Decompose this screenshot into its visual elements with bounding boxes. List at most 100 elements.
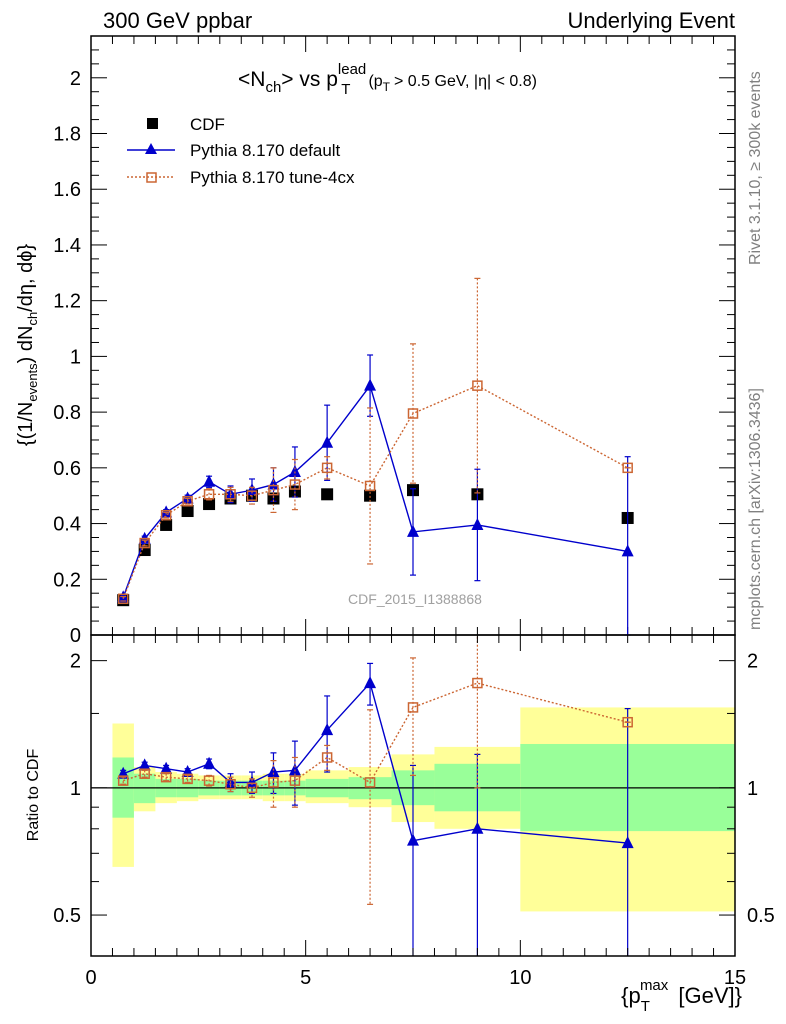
mcplots-label: mcplots.cern.ch [arXiv:1306.3436] xyxy=(747,388,764,630)
x-tick-label: 10 xyxy=(509,967,531,989)
main-point-cdf xyxy=(321,488,334,501)
main-point-default xyxy=(471,517,484,530)
ratio-ytick-label-right: 1 xyxy=(747,778,758,800)
main-point-default xyxy=(288,465,301,478)
main-point-cdf xyxy=(364,489,377,502)
ratio-point-default xyxy=(621,836,634,849)
header-left: 300 GeV ppbar xyxy=(103,8,252,33)
ratio-point-tune xyxy=(364,777,376,788)
main-point-default xyxy=(203,474,216,487)
main-ytick-label: 1.2 xyxy=(53,291,81,313)
ratio-point-tune xyxy=(472,677,483,689)
main-ytick-label: 1 xyxy=(70,346,81,368)
ratio-point-default xyxy=(407,833,419,846)
rivet-label: Rivet 3.1.10, ≥ 300k events xyxy=(747,71,764,265)
analysis-watermark: CDF_2015_I1388868 xyxy=(348,591,482,607)
ratio-point-tune xyxy=(321,752,333,763)
main-point-cdf xyxy=(203,498,216,511)
main-point-tune xyxy=(321,462,333,474)
main-point-tune xyxy=(407,408,419,419)
main-ytick-label: 2 xyxy=(70,68,81,90)
title-part-cut: (p xyxy=(368,73,382,90)
title-part-nch: <N xyxy=(238,68,265,91)
main-point-tune xyxy=(268,484,279,496)
title-part-cut-sub: T xyxy=(383,80,391,94)
ratio-ytick-label-right: 2 xyxy=(747,651,758,673)
ratio-series-line xyxy=(122,682,628,789)
ratio-point-default xyxy=(471,821,484,834)
main-point-tune xyxy=(622,462,633,474)
main-point-tune xyxy=(225,489,236,500)
ratio-ytick-label: 2 xyxy=(70,651,81,673)
main-point-default xyxy=(364,378,377,391)
ratio-point-default xyxy=(288,763,301,776)
main-point-tune xyxy=(364,480,376,492)
main-point-tune xyxy=(182,496,193,507)
main-ytick-label: 0.2 xyxy=(53,569,81,591)
main-point-tune xyxy=(117,593,129,605)
ratio-ytick-label-right: 0.5 xyxy=(747,905,775,927)
ratio-point-tune xyxy=(203,775,215,786)
main-point-tune xyxy=(246,490,258,501)
ratio-point-tune xyxy=(117,775,129,786)
main-point-default xyxy=(407,524,419,537)
legend: CDF Pythia 8.170 default Pythia 8.170 tu… xyxy=(127,115,355,187)
legend-marker-default xyxy=(145,143,157,154)
title-part-lead: lead xyxy=(338,61,366,78)
ratio-plot: 0.5 0.5 1 1 2 2 0 5 10 15 xyxy=(53,634,775,989)
ratio-point-default xyxy=(321,723,334,736)
ratio-point-tune xyxy=(268,777,279,788)
ratio-ylabel: Ratio to CDF xyxy=(25,749,42,842)
main-plot-title: <Nch> vs plead T (pT > 0.5 GeV, |η| < 0.8) xyxy=(238,61,537,98)
ratio-point-tune xyxy=(160,771,172,783)
main-point-tune xyxy=(472,380,483,391)
main-ytick-label: 0.8 xyxy=(53,402,81,424)
header-right: Underlying Event xyxy=(567,8,735,33)
ratio-clip-group xyxy=(117,635,634,956)
main-ytick-label: 1.8 xyxy=(53,124,81,146)
legend-marker-tune xyxy=(146,172,157,183)
ratio-point-tune xyxy=(289,775,301,786)
main-ytick-label: 0.6 xyxy=(53,458,81,480)
main-ytick-label: 0.4 xyxy=(53,514,81,536)
main-ylabel: {(1/Nevents) dNch/dη, dϕ} xyxy=(15,244,40,447)
ratio-point-tune xyxy=(622,716,633,728)
main-series-line xyxy=(122,384,629,600)
main-point-tune xyxy=(160,509,172,521)
title-part-vs: > vs p xyxy=(281,68,338,91)
main-point-tune xyxy=(203,489,215,500)
main-point-default xyxy=(621,544,634,557)
ratio-point-tune xyxy=(225,778,236,790)
main-point-tune xyxy=(289,479,301,490)
legend-marker-cdf xyxy=(147,118,158,129)
main-ytick-label: 1.4 xyxy=(53,235,81,257)
ratio-ytick-label: 1 xyxy=(70,778,81,800)
main-ytick-label: 1.6 xyxy=(53,179,81,201)
ratio-point-tune xyxy=(139,768,150,779)
ratio-point-tune xyxy=(407,702,419,713)
main-point-cdf xyxy=(160,518,173,531)
x-tick-label: 5 xyxy=(300,967,311,989)
title-part-cut-rest: > 0.5 GeV, |η| < 0.8) xyxy=(394,73,537,90)
main-point-default xyxy=(267,477,280,490)
title-part-nch-sub: ch xyxy=(265,79,281,96)
ratio-point-tune xyxy=(246,782,258,794)
main-ytick-label: 0 xyxy=(70,625,81,647)
x-tick-label: 15 xyxy=(724,967,746,989)
title-part-T: T xyxy=(341,81,350,98)
legend-label-cdf: CDF xyxy=(190,115,225,134)
ratio-point-default xyxy=(364,676,377,689)
ratio-point-tune xyxy=(182,773,193,785)
x-tick-label: 0 xyxy=(85,967,96,989)
legend-label-default: Pythia 8.170 default xyxy=(190,141,341,160)
ratio-point-default xyxy=(138,758,151,771)
ratio-point-default xyxy=(267,765,280,778)
main-point-tune xyxy=(139,537,150,549)
main-point-cdf xyxy=(181,505,194,518)
main-point-default xyxy=(321,435,334,448)
ratio-point-default xyxy=(203,756,216,769)
legend-label-tune: Pythia 8.170 tune-4cx xyxy=(190,168,355,187)
ratio-ytick-label: 0.5 xyxy=(53,905,81,927)
ratio-point-default xyxy=(246,775,258,788)
